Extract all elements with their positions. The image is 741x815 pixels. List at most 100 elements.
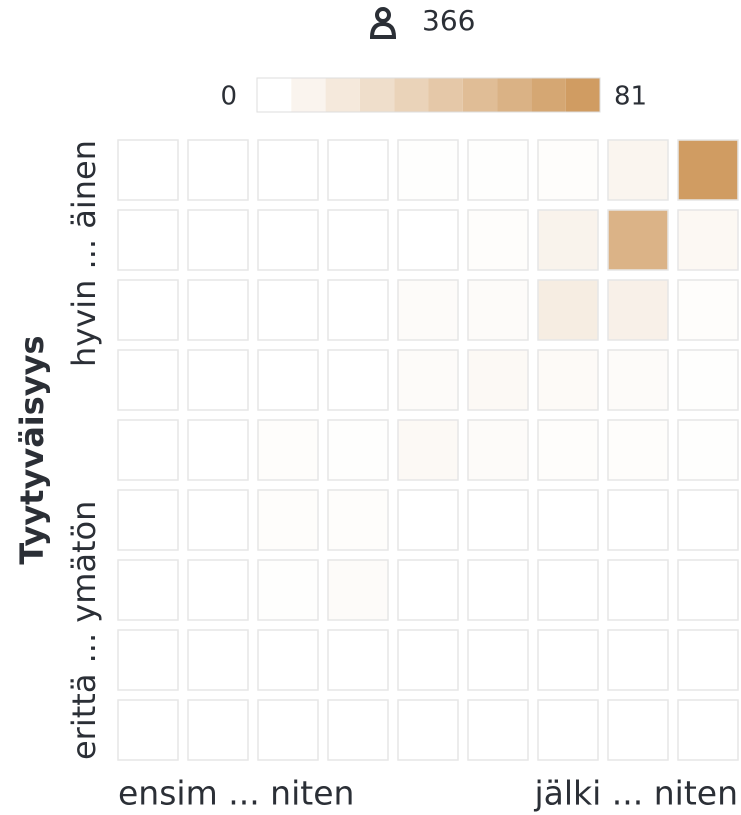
heatmap-cell — [187, 279, 249, 341]
heatmap-cell — [537, 559, 599, 621]
heatmap-cell — [117, 279, 179, 341]
heatmap-cell — [117, 699, 179, 761]
heatmap-cell — [677, 629, 739, 691]
heatmap-cell — [537, 699, 599, 761]
heatmap-cell — [397, 699, 459, 761]
heatmap-cell — [187, 349, 249, 411]
heatmap-cell — [467, 279, 529, 341]
heatmap-cell — [467, 559, 529, 621]
heatmap-cell — [187, 489, 249, 551]
heatmap-cell — [327, 699, 389, 761]
heatmap-cell — [327, 349, 389, 411]
heatmap-cell — [397, 419, 459, 481]
x-tick-label: ensim ... niten — [118, 774, 354, 813]
heatmap-cell — [397, 279, 459, 341]
y-axis-title: Tyytyväisyys — [13, 335, 51, 564]
heatmap-cell — [257, 629, 319, 691]
heatmap-cell — [467, 629, 529, 691]
heatmap-cell — [467, 419, 529, 481]
heatmap-cell — [187, 419, 249, 481]
legend-max: 81 — [614, 82, 647, 112]
legend-swatch — [359, 78, 395, 112]
legend-swatch — [531, 78, 566, 112]
heatmap-cell — [117, 559, 179, 621]
user-icon — [369, 7, 397, 39]
heatmap-cell — [187, 629, 249, 691]
y-tick-label: hyvin ... äinen — [65, 140, 103, 367]
heatmap-cell — [537, 489, 599, 551]
heatmap-cell — [117, 629, 179, 691]
heatmap-cell — [327, 489, 389, 551]
legend-swatch — [462, 78, 498, 112]
total-count: 366 — [422, 4, 475, 37]
heatmap-cell — [327, 139, 389, 201]
heatmap-cell — [677, 209, 739, 271]
heatmap-cell — [467, 699, 529, 761]
heatmap-cell — [257, 559, 319, 621]
heatmap-cell — [677, 489, 739, 551]
heatmap-cell — [677, 419, 739, 481]
heatmap-cell — [257, 699, 319, 761]
heatmap-cell — [187, 559, 249, 621]
heatmap-cell — [677, 699, 739, 761]
heatmap-cell — [537, 139, 599, 201]
heatmap-cell — [537, 279, 599, 341]
heatmap-cell — [397, 489, 459, 551]
heatmap-cell — [607, 489, 669, 551]
heatmap-cell — [397, 349, 459, 411]
heatmap-cell — [537, 629, 599, 691]
heatmap-cell — [327, 629, 389, 691]
heatmap-cell — [677, 139, 739, 201]
heatmap-cell — [677, 349, 739, 411]
heatmap-cell — [397, 559, 459, 621]
heatmap-cell — [327, 279, 389, 341]
heatmap-cell — [607, 419, 669, 481]
heatmap-cell — [467, 349, 529, 411]
legend-frame — [256, 77, 601, 113]
heatmap-cell — [327, 559, 389, 621]
heatmap-cell — [607, 139, 669, 201]
heatmap-cell — [187, 699, 249, 761]
heatmap-cell — [257, 349, 319, 411]
heatmap-cell — [117, 349, 179, 411]
heatmap-cell — [467, 139, 529, 201]
heatmap-cell — [187, 209, 249, 271]
y-tick-label: erittä ... ymätön — [65, 501, 103, 760]
heatmap-cell — [257, 489, 319, 551]
legend-swatch — [291, 78, 326, 112]
heatmap-cell — [397, 139, 459, 201]
legend-swatch — [428, 78, 463, 112]
heatmap-cell — [537, 209, 599, 271]
x-tick-label: jälki ... niten — [533, 774, 738, 813]
heatmap-cell — [607, 349, 669, 411]
heatmap-cell — [117, 209, 179, 271]
heatmap-cell — [257, 419, 319, 481]
heatmap-cell — [257, 139, 319, 201]
heatmap-cell — [607, 209, 669, 271]
heatmap-cell — [187, 139, 249, 201]
heatmap-cell — [467, 489, 529, 551]
legend-swatch — [497, 78, 532, 112]
heatmap-cell — [607, 559, 669, 621]
heatmap-cell — [117, 489, 179, 551]
heatmap-cell — [257, 279, 319, 341]
heatmap-cell — [117, 419, 179, 481]
heatmap-cell — [677, 279, 739, 341]
heatmap-cell — [397, 629, 459, 691]
heatmap-cell — [607, 699, 669, 761]
legend-swatch — [325, 78, 360, 112]
legend-swatch — [394, 78, 429, 112]
heatmap-cell — [327, 419, 389, 481]
heatmap-cell — [257, 209, 319, 271]
heatmap-cell — [117, 139, 179, 201]
heatmap-cell — [607, 279, 669, 341]
heatmap-cell — [607, 629, 669, 691]
heatmap-cell — [467, 209, 529, 271]
heatmap-cell — [677, 559, 739, 621]
heatmap-cell — [537, 419, 599, 481]
heatmap-cell — [537, 349, 599, 411]
legend-swatch — [257, 78, 292, 112]
legend-swatch — [565, 78, 600, 112]
legend-min: 0 — [220, 82, 237, 112]
